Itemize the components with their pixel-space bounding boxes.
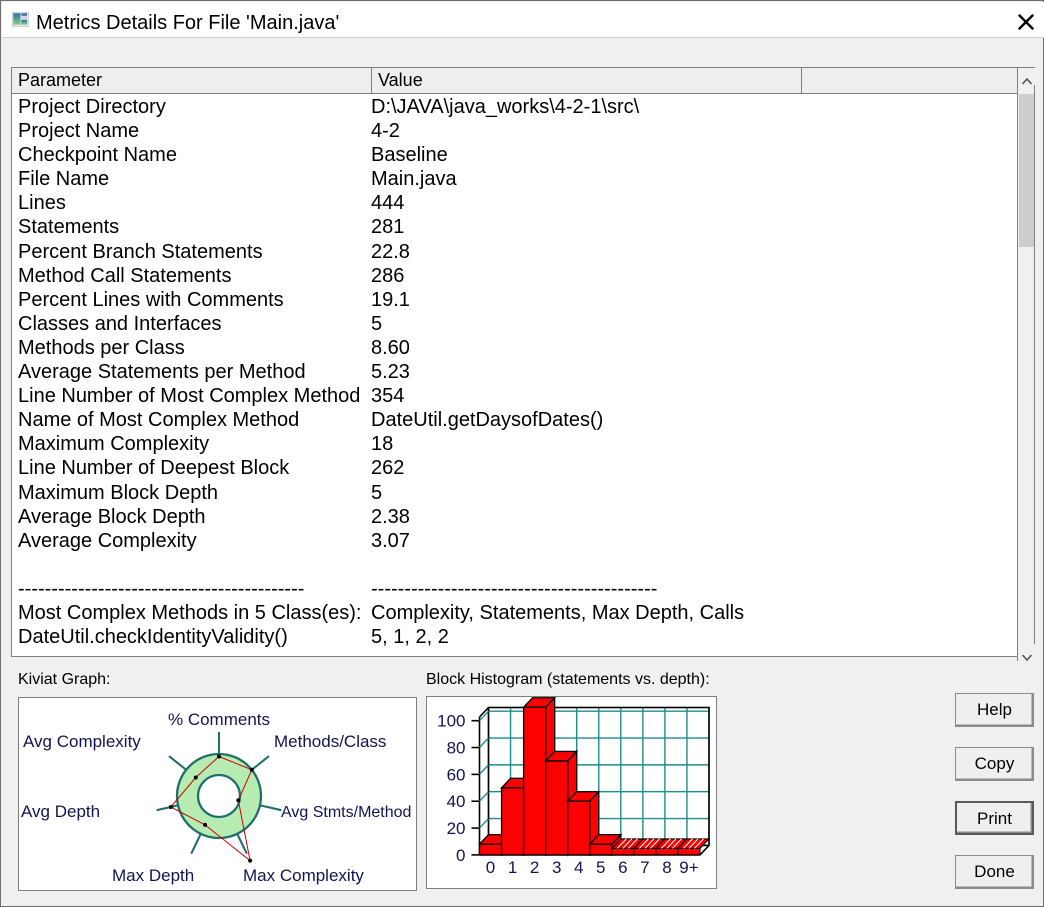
svg-text:0: 0 (456, 846, 465, 865)
svg-text:% Comments: % Comments (168, 710, 270, 729)
svg-text:Avg Complexity: Avg Complexity (23, 732, 141, 751)
svg-text:Max Depth: Max Depth (112, 866, 194, 885)
svg-text:8: 8 (662, 858, 671, 877)
svg-text:0: 0 (486, 858, 495, 877)
svg-text:100: 100 (437, 712, 465, 731)
svg-text:Avg Depth: Avg Depth (21, 802, 100, 821)
svg-text:60: 60 (447, 765, 466, 784)
svg-text:40: 40 (447, 792, 466, 811)
svg-text:9+: 9+ (679, 858, 698, 877)
svg-text:Methods/Class: Methods/Class (274, 732, 386, 751)
svg-text:1: 1 (508, 858, 517, 877)
svg-text:5: 5 (596, 858, 605, 877)
svg-text:80: 80 (447, 739, 466, 758)
svg-text:3: 3 (552, 858, 561, 877)
svg-text:6: 6 (618, 858, 627, 877)
svg-text:2: 2 (530, 858, 539, 877)
svg-text:7: 7 (640, 858, 649, 877)
svg-text:4: 4 (574, 858, 583, 877)
svg-text:Avg Stmts/Method: Avg Stmts/Method (281, 804, 411, 821)
svg-text:Max Complexity: Max Complexity (243, 866, 364, 885)
svg-text:20: 20 (447, 819, 466, 838)
